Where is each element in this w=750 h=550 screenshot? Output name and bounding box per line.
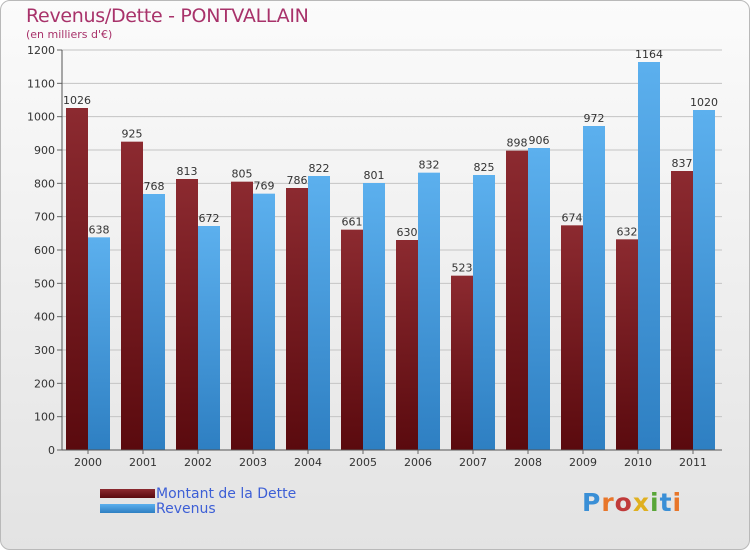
proxiti-logo: Proxiti	[582, 488, 682, 517]
data-label-debt: 630	[397, 226, 418, 239]
bar-revenus	[88, 237, 110, 450]
y-tick-label: 900	[34, 144, 55, 157]
bar-revenus	[638, 62, 660, 450]
bar-debt	[231, 181, 253, 450]
x-tick-label: 2004	[294, 456, 322, 469]
data-label-revenus: 972	[584, 112, 605, 125]
data-label-debt: 632	[617, 225, 638, 238]
bar-debt	[66, 108, 88, 450]
bar-debt	[286, 188, 308, 450]
y-tick-label: 0	[48, 444, 55, 457]
y-tick-label: 1200	[27, 44, 55, 57]
data-label-debt: 1026	[63, 94, 91, 107]
logo-letter: r	[601, 488, 615, 517]
bar-debt	[671, 171, 693, 450]
data-label-debt: 813	[177, 165, 198, 178]
logo-letter: x	[632, 488, 650, 517]
data-label-revenus: 769	[254, 180, 275, 193]
data-label-revenus: 638	[89, 223, 110, 236]
data-label-revenus: 906	[529, 134, 550, 147]
x-tick-label: 2002	[184, 456, 212, 469]
data-label-debt: 661	[342, 216, 363, 229]
x-tick-label: 2005	[349, 456, 377, 469]
y-tick-label: 100	[34, 411, 55, 424]
bar-debt	[616, 239, 638, 450]
x-tick-label: 2011	[679, 456, 707, 469]
bar-revenus	[583, 126, 605, 450]
data-label-debt: 898	[507, 137, 528, 150]
chart-title: Revenus/Dette - PONTVALLAIN	[26, 5, 309, 27]
bar-debt	[396, 240, 418, 450]
y-tick-label: 700	[34, 211, 55, 224]
bar-debt	[176, 179, 198, 450]
chart-legend: Montant de la Dette Revenus	[100, 485, 297, 517]
y-tick-label: 600	[34, 244, 55, 257]
legend-item-debt: Montant de la Dette	[100, 485, 297, 502]
y-tick-label: 1100	[27, 77, 55, 90]
legend-item-revenus: Revenus	[100, 500, 296, 517]
bar-debt	[561, 225, 583, 450]
x-tick-label: 2000	[74, 456, 102, 469]
x-tick-label: 2010	[624, 456, 652, 469]
legend-label-debt: Montant de la Dette	[156, 485, 297, 502]
data-label-debt: 786	[287, 174, 308, 187]
bar-revenus	[253, 193, 275, 450]
x-tick-label: 2009	[569, 456, 597, 469]
logo-letter: t	[659, 488, 673, 517]
bar-debt	[451, 275, 473, 450]
data-label-debt: 925	[122, 128, 143, 141]
y-tick-label: 300	[34, 344, 55, 357]
bar-revenus	[473, 175, 495, 450]
legend-swatch-debt	[100, 489, 155, 498]
bar-revenus	[528, 148, 550, 450]
bar-revenus	[693, 110, 715, 450]
y-tick-label: 200	[34, 377, 55, 390]
data-label-revenus: 825	[474, 161, 495, 174]
bar-revenus	[308, 176, 330, 450]
data-label-debt: 837	[672, 157, 693, 170]
data-label-revenus: 768	[144, 180, 165, 193]
data-label-revenus: 672	[199, 212, 220, 225]
logo-letter: P	[582, 488, 602, 517]
legend-swatch-revenus	[100, 504, 155, 513]
bar-revenus	[198, 226, 220, 450]
data-label-revenus: 1020	[690, 96, 718, 109]
legend-label-revenus: Revenus	[156, 500, 216, 517]
data-label-revenus: 1164	[635, 48, 663, 61]
x-tick-label: 2001	[129, 456, 157, 469]
data-label-debt: 674	[562, 211, 583, 224]
x-tick-label: 2007	[459, 456, 487, 469]
bar-revenus	[143, 194, 165, 450]
x-tick-label: 2008	[514, 456, 542, 469]
chart-subtitle: (en milliers d'€)	[26, 28, 113, 41]
y-tick-label: 500	[34, 277, 55, 290]
bar-debt	[506, 150, 528, 450]
data-label-debt: 523	[452, 262, 473, 275]
bar-debt	[341, 229, 363, 450]
data-label-revenus: 822	[309, 162, 330, 175]
logo-letter: i	[672, 488, 683, 517]
logo-letter: o	[614, 488, 633, 517]
y-tick-label: 800	[34, 177, 55, 190]
data-label-debt: 805	[232, 168, 253, 181]
logo-letter: i	[650, 488, 660, 517]
bar-revenus	[363, 183, 385, 450]
x-tick-label: 2006	[404, 456, 432, 469]
data-label-revenus: 832	[419, 159, 440, 172]
bar-revenus	[418, 172, 440, 450]
bar-debt	[121, 141, 143, 450]
data-label-revenus: 801	[364, 169, 385, 182]
y-tick-label: 400	[34, 311, 55, 324]
x-tick-label: 2003	[239, 456, 267, 469]
y-tick-label: 1000	[27, 111, 55, 124]
